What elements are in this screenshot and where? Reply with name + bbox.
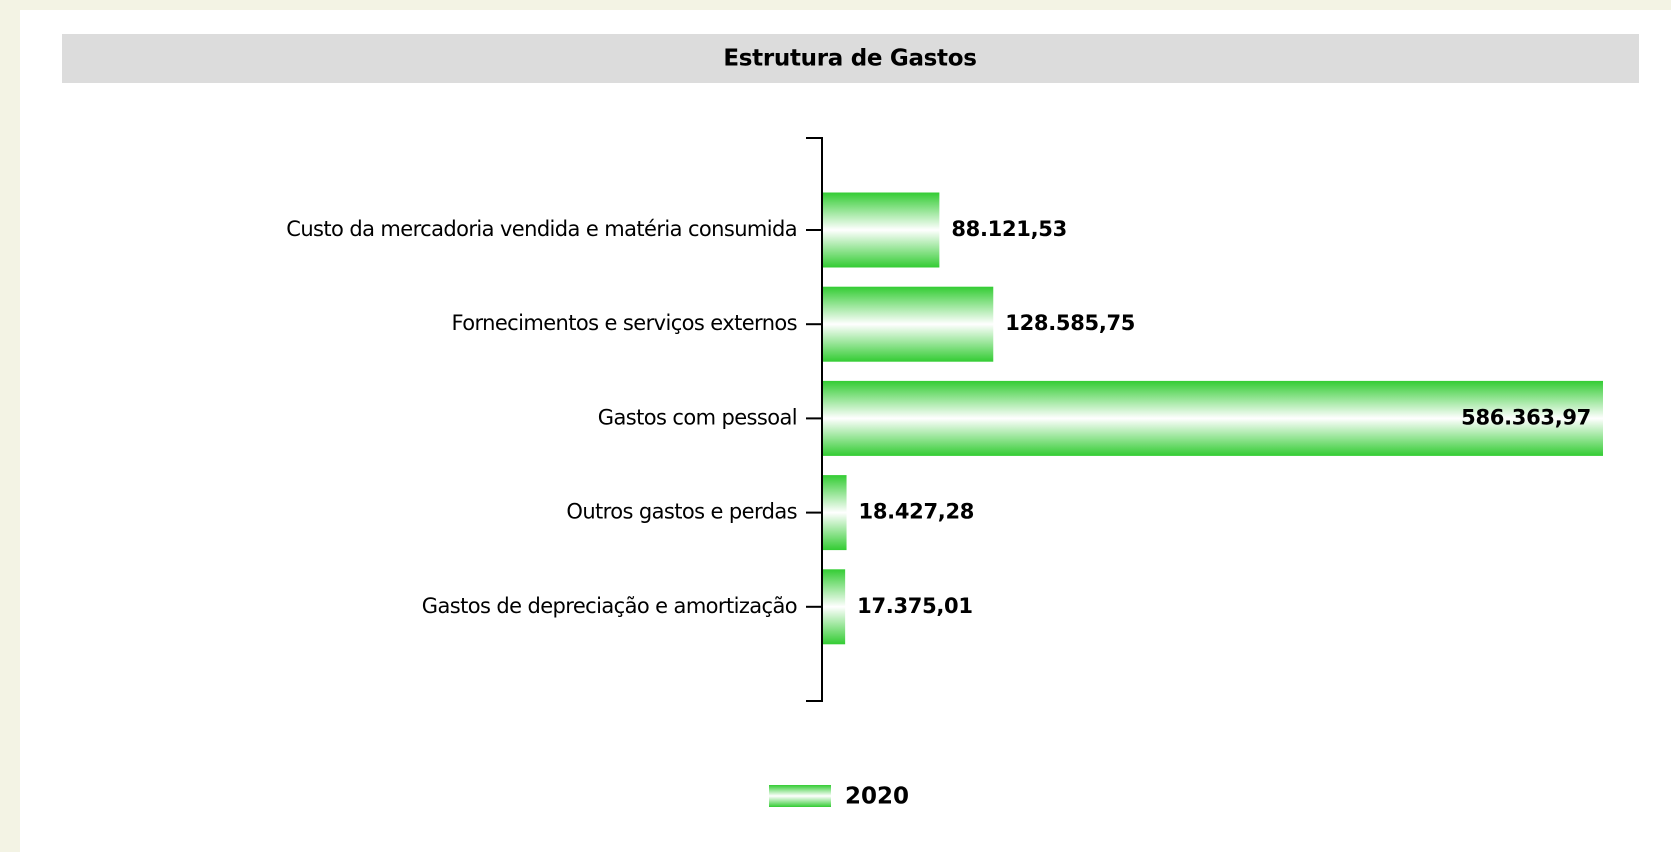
- y-tick-label: Gastos de depreciação e amortização: [422, 594, 797, 618]
- title-bar: [62, 34, 1639, 83]
- value-label: 17.375,01: [857, 594, 973, 618]
- bar: [823, 475, 847, 551]
- value-label: 18.427,28: [859, 500, 975, 524]
- axis-line: [806, 137, 823, 702]
- legend-swatch: [769, 785, 831, 807]
- value-label: 88.121,53: [951, 217, 1067, 241]
- bar: [823, 380, 1603, 456]
- y-tick-label: Outros gastos e perdas: [566, 500, 797, 524]
- y-tick-label: Gastos com pessoal: [598, 405, 797, 429]
- y-tick-label: Custo da mercadoria vendida e matéria co…: [286, 217, 797, 241]
- bar: [823, 286, 994, 362]
- legend-label: 2020: [845, 784, 909, 810]
- bar: [823, 192, 940, 268]
- value-label: 586.363,97: [1461, 405, 1591, 429]
- y-tick-label: Fornecimentos e serviços externos: [452, 311, 798, 335]
- chart-title: Estrutura de Gastos: [723, 46, 976, 72]
- bar: [823, 569, 846, 645]
- value-label: 128.585,75: [1005, 311, 1135, 335]
